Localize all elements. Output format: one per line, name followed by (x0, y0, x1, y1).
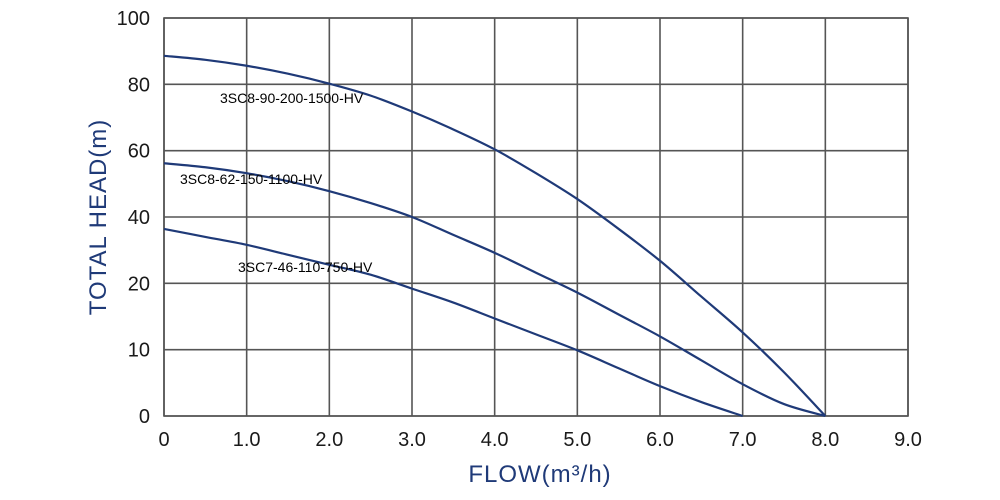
series-label: 3SC8-62-150-1100-HV (180, 171, 323, 187)
series-label: 3SC8-90-200-1500-HV (220, 90, 364, 106)
x-tick-label: 3.0 (398, 429, 426, 451)
x-axis-title: FLOW(m³/h) (468, 461, 611, 488)
y-axis-title: TOTAL HEAD(m) (85, 119, 112, 316)
y-tick-label: 100 (117, 8, 150, 30)
series-line (163, 54, 827, 417)
x-tick-label: 8.0 (811, 429, 839, 451)
grid (163, 17, 909, 417)
y-tick-label: 60 (128, 141, 150, 163)
x-tick-label: 1.0 (233, 429, 261, 451)
x-tick-label: 0 (158, 429, 169, 451)
y-tick-label: 40 (128, 207, 150, 229)
series-label: 3SC7-46-110-750-HV (238, 259, 373, 275)
y-tick-label: 80 (128, 74, 150, 96)
x-axis-ticks: 0 1.0 2.0 3.0 4.0 5.0 6.0 7.0 8.0 9.0 (158, 429, 921, 451)
x-tick-label: 9.0 (894, 429, 922, 451)
x-tick-label: 7.0 (729, 429, 757, 451)
y-tick-label: 0 (139, 406, 150, 428)
y-tick-label: 10 (128, 340, 150, 362)
x-tick-label: 4.0 (481, 429, 509, 451)
y-axis-ticks: 0 10 20 40 60 80 100 (117, 8, 150, 428)
x-tick-label: 2.0 (315, 429, 343, 451)
series-line (163, 227, 744, 418)
x-tick-label: 6.0 (646, 429, 674, 451)
x-tick-label: 5.0 (563, 429, 591, 451)
y-tick-label: 20 (128, 273, 150, 295)
plot-frame (163, 17, 909, 417)
series-line (163, 162, 826, 418)
curve-labels: 3SC8-90-200-1500-HV 3SC8-62-150-1100-HV 3S… (180, 90, 373, 275)
curves (163, 54, 827, 418)
